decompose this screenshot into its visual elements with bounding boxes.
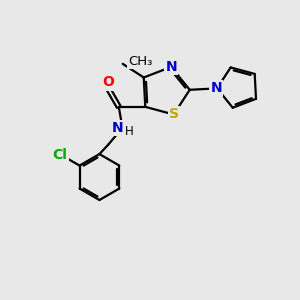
Text: H: H: [124, 125, 133, 138]
Text: N: N: [165, 60, 177, 74]
Text: Cl: Cl: [52, 148, 68, 161]
Text: CH₃: CH₃: [128, 55, 152, 68]
Text: N: N: [210, 81, 222, 95]
Text: O: O: [102, 75, 114, 89]
Text: N: N: [111, 121, 123, 135]
Text: S: S: [169, 107, 179, 122]
